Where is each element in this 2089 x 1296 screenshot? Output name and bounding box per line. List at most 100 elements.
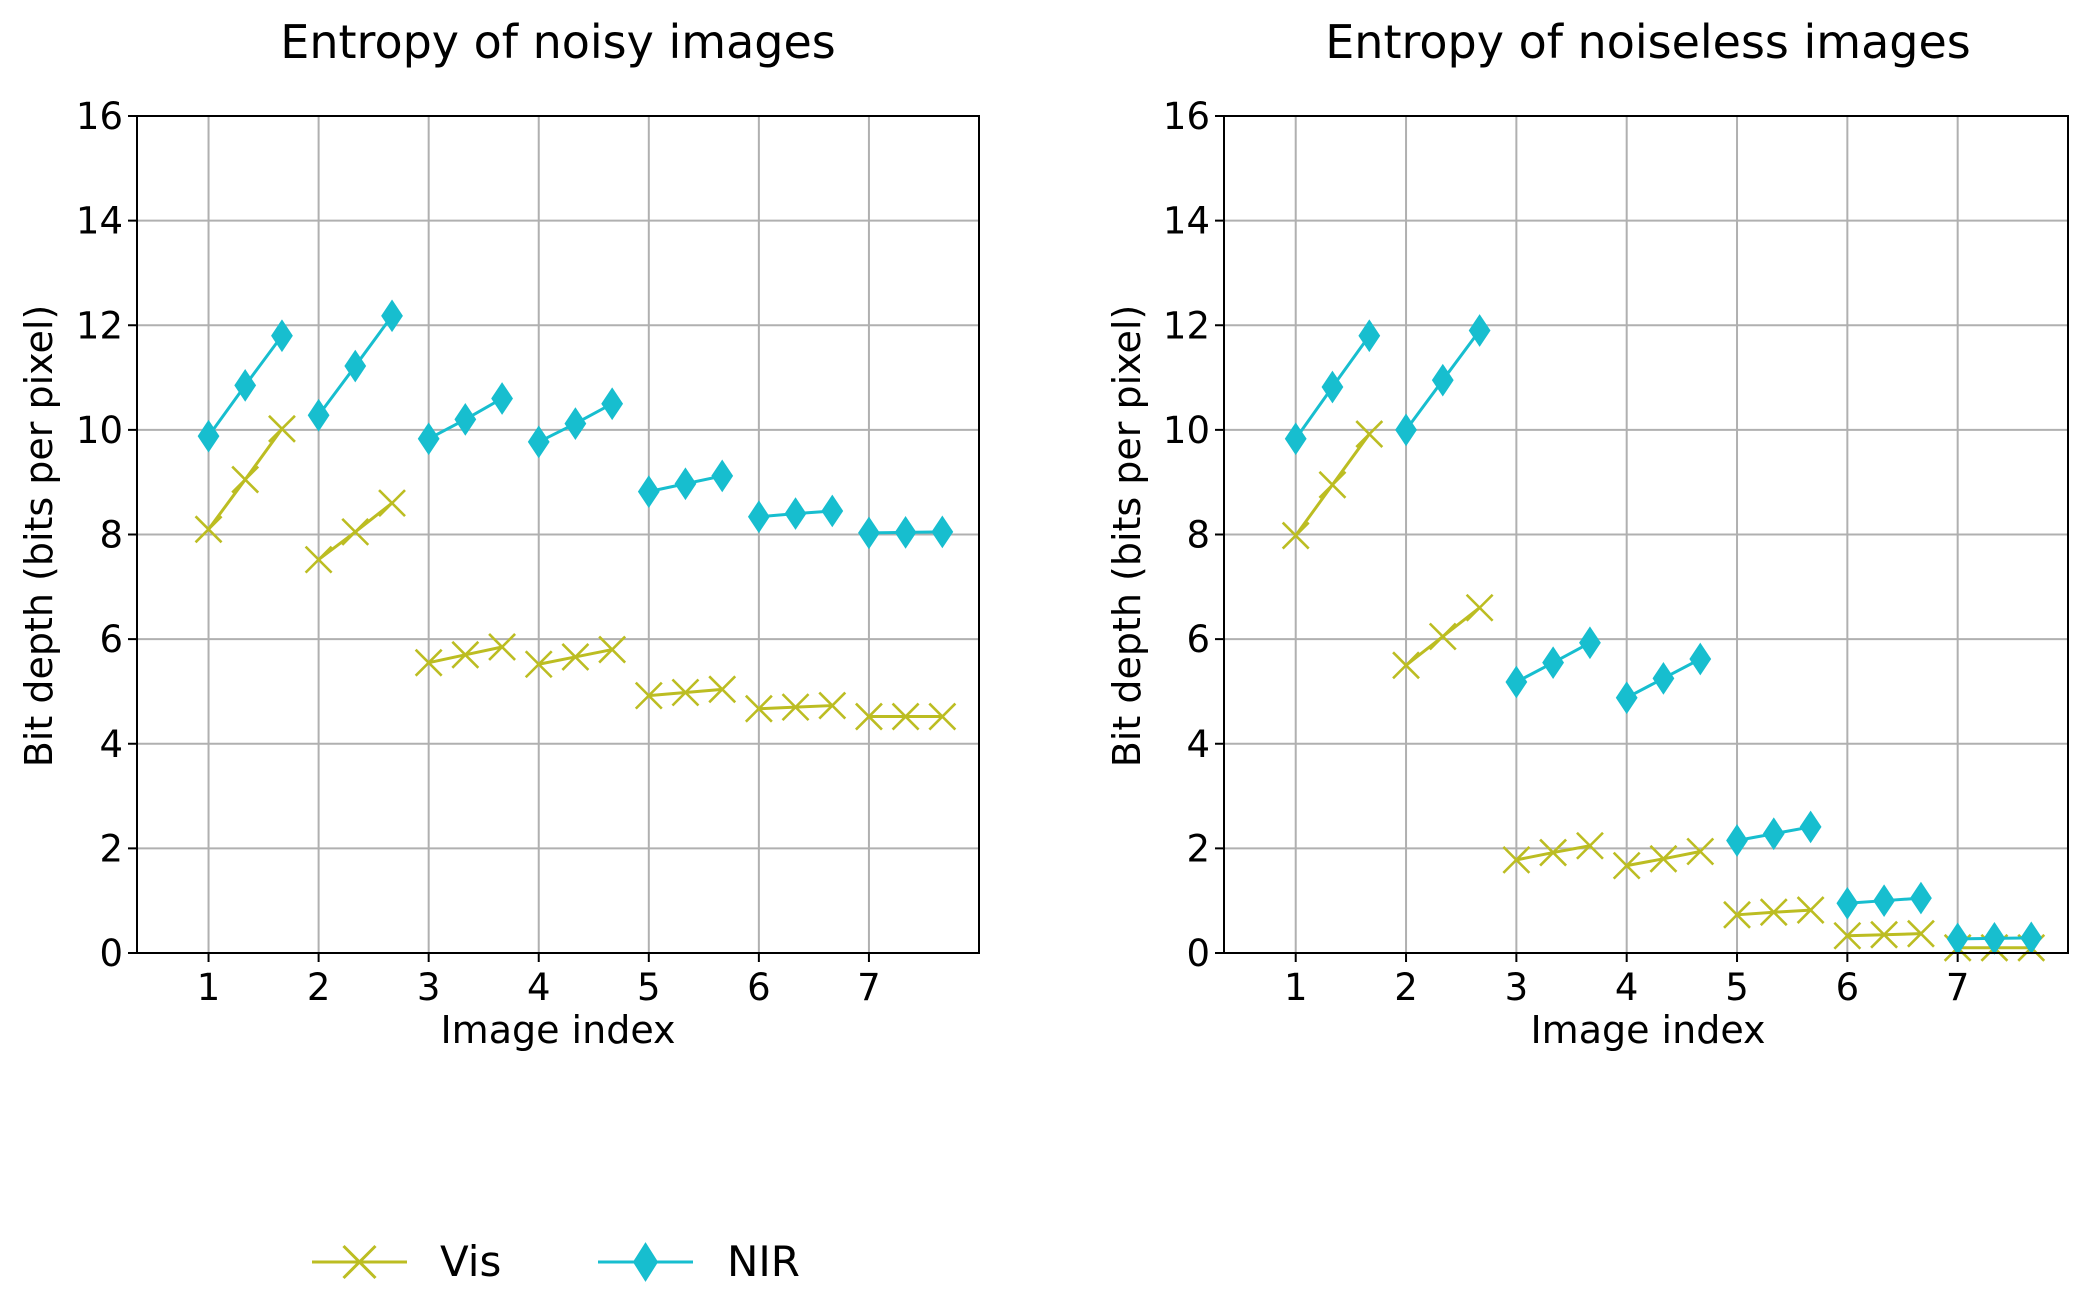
data-point <box>1395 413 1417 447</box>
legend-marker-diamond-icon <box>632 1242 659 1282</box>
data-point <box>1318 470 1347 499</box>
y-tick-label: 4 <box>99 723 123 766</box>
data-point <box>1873 884 1895 918</box>
data-point <box>1910 881 1932 915</box>
data-point <box>1358 319 1381 353</box>
data-point <box>1689 642 1712 676</box>
y-tick-label: 4 <box>1186 723 1210 766</box>
data-point <box>931 515 954 549</box>
data-point <box>1615 681 1638 715</box>
y-tick-label: 0 <box>1186 932 1210 975</box>
data-point <box>454 403 477 436</box>
y-tick-label: 2 <box>99 827 123 870</box>
data-point <box>1579 626 1601 660</box>
x-tick-label: 5 <box>637 966 661 1009</box>
y-tick-label: 10 <box>1163 409 1210 452</box>
series-vis <box>194 414 957 731</box>
data-point <box>378 489 406 518</box>
data-point <box>1284 422 1307 456</box>
data-point <box>271 319 293 353</box>
data-point <box>488 633 517 661</box>
legend-label-nir: NIR <box>727 1237 800 1286</box>
plot-area <box>1281 314 2046 962</box>
data-point <box>601 387 624 421</box>
y-tick-label: 16 <box>1163 95 1210 138</box>
grid <box>1224 115 2068 954</box>
x-tick-label: 2 <box>1394 966 1418 1009</box>
data-point <box>598 635 627 664</box>
x-tick-label: 7 <box>857 966 881 1009</box>
data-point <box>894 516 917 549</box>
data-point <box>891 702 920 731</box>
data-point <box>747 500 770 534</box>
data-point <box>234 369 257 402</box>
data-point <box>1542 646 1565 680</box>
data-point <box>1468 314 1491 347</box>
legend-label-vis: Vis <box>440 1237 501 1286</box>
data-point <box>1726 824 1748 857</box>
data-point <box>341 517 370 546</box>
y-tick-label: 16 <box>76 95 123 138</box>
data-point <box>674 467 697 501</box>
x-axis-label: Image index <box>440 1008 675 1052</box>
data-point <box>1502 845 1531 874</box>
data-point <box>1431 363 1454 397</box>
data-point <box>1612 851 1641 880</box>
data-point <box>1833 921 1862 950</box>
x-tick-label: 4 <box>527 966 551 1009</box>
chart-panel-noisy: Entropy of noisy images Image index Bit … <box>17 15 980 1052</box>
data-point <box>1539 838 1568 867</box>
data-point <box>1355 420 1384 448</box>
y-tick-label: 6 <box>99 618 123 661</box>
data-point <box>671 678 700 707</box>
data-point <box>928 702 957 731</box>
chart-title: Entropy of noisy images <box>280 15 835 69</box>
x-tick-label: 4 <box>1615 966 1639 1009</box>
data-point <box>1836 886 1859 920</box>
data-point <box>784 497 807 530</box>
data-point <box>381 299 403 333</box>
data-point <box>1505 665 1528 699</box>
x-tick-label: 1 <box>1284 966 1308 1009</box>
y-tick-label: 6 <box>1186 618 1210 661</box>
data-point <box>1281 521 1310 550</box>
data-point <box>781 693 810 722</box>
legend: Vis NIR <box>312 1237 800 1286</box>
data-point <box>344 349 367 383</box>
data-point <box>1907 919 1935 948</box>
data-point <box>194 515 223 544</box>
series-nir <box>197 299 954 550</box>
y-axis-label: Bit depth (bits per pixel) <box>1105 305 1149 768</box>
y-tick-label: 8 <box>99 514 123 557</box>
x-tick-label: 3 <box>1505 966 1529 1009</box>
y-tick-label: 2 <box>1186 827 1210 870</box>
y-axis-label: Bit depth (bits per pixel) <box>17 305 61 768</box>
plot-area <box>194 299 957 731</box>
data-point <box>708 675 737 704</box>
x-axis-label: Image index <box>1530 1008 1765 1052</box>
legend-entry-nir: NIR <box>598 1237 800 1286</box>
data-point <box>527 425 550 459</box>
data-point <box>1465 593 1494 622</box>
y-tick-label: 12 <box>1163 304 1210 347</box>
x-tick-label: 6 <box>747 966 771 1009</box>
data-point <box>414 648 443 677</box>
data-point <box>1321 370 1344 404</box>
data-point <box>634 681 663 710</box>
y-tick-label: 14 <box>76 200 123 243</box>
data-point <box>304 545 333 574</box>
data-point <box>637 475 660 508</box>
y-tick-label: 12 <box>76 304 123 347</box>
y-tick-label: 8 <box>1186 514 1210 557</box>
data-point <box>231 465 260 494</box>
data-point <box>1799 810 1822 844</box>
data-point <box>855 702 883 731</box>
x-tick-label: 1 <box>197 966 221 1009</box>
data-point <box>417 422 440 456</box>
data-point <box>1392 651 1420 680</box>
data-point <box>1870 920 1899 949</box>
data-point <box>858 516 880 550</box>
data-point <box>1723 900 1751 929</box>
data-point <box>1428 622 1457 651</box>
